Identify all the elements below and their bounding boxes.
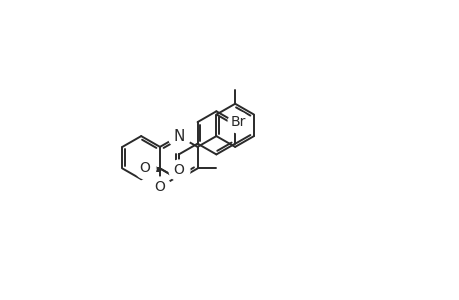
Text: Br: Br: [230, 115, 246, 129]
Text: O: O: [173, 163, 184, 176]
Text: O: O: [139, 161, 150, 176]
Text: N: N: [173, 129, 184, 144]
Text: O: O: [154, 180, 165, 194]
